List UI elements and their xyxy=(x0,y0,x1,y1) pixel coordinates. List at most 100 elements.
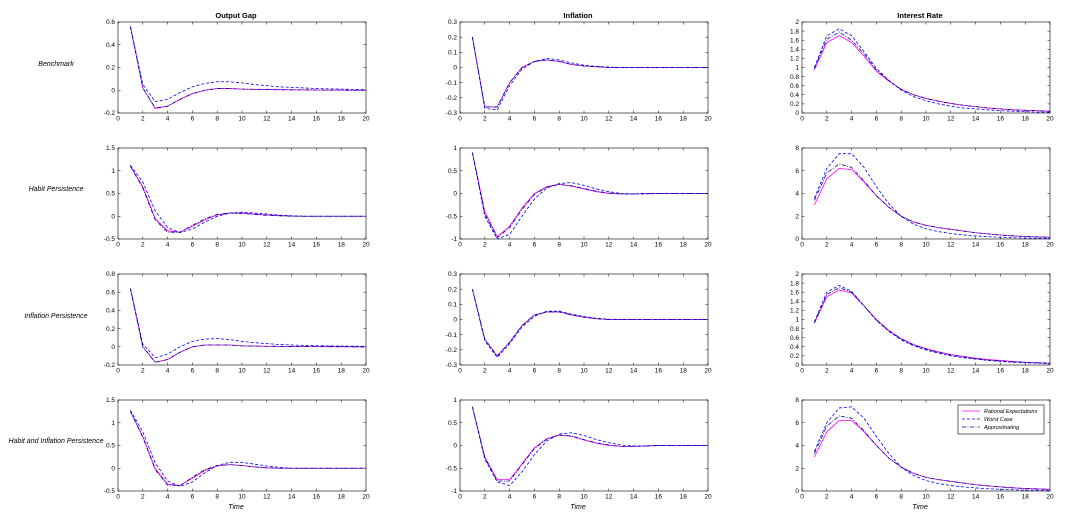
y-tick-label: 0 xyxy=(111,213,115,220)
x-tick-label: 14 xyxy=(972,116,980,123)
x-axis-label-col3: Time xyxy=(912,504,928,511)
x-tick-label: 20 xyxy=(704,368,712,375)
series-line-approximating xyxy=(814,163,1051,238)
x-tick-label: 10 xyxy=(922,494,930,501)
x-tick-label: 0 xyxy=(458,242,462,249)
x-tick-label: 8 xyxy=(557,116,561,123)
y-tick-label: -0.2 xyxy=(104,110,116,117)
x-tick-label: 16 xyxy=(997,116,1005,123)
series-line-worst-case xyxy=(472,152,708,240)
y-tick-label: 0.2 xyxy=(106,65,115,72)
x-tick-label: 6 xyxy=(191,242,195,249)
y-tick-label: -0.5 xyxy=(446,213,458,220)
x-tick-label: 14 xyxy=(630,494,638,501)
x-tick-label: 12 xyxy=(947,116,955,123)
x-tick-label: 0 xyxy=(116,368,120,375)
y-tick-label: 0.2 xyxy=(790,101,799,108)
x-tick-label: 6 xyxy=(533,116,537,123)
y-tick-label: 2 xyxy=(795,19,799,26)
y-tick-label: 0 xyxy=(111,87,115,94)
y-tick-label: 1.2 xyxy=(790,308,799,315)
x-tick-label: 6 xyxy=(191,494,195,501)
x-tick-label: 4 xyxy=(508,494,512,501)
y-tick-label: 0 xyxy=(795,362,799,369)
x-tick-label: 8 xyxy=(215,242,219,249)
y-tick-label: 0 xyxy=(453,317,457,324)
x-tick-label: 14 xyxy=(630,242,638,249)
legend: Rational Expectations Worst Case Approxi… xyxy=(957,404,1045,435)
panel-r4-output-gap: 0 2 4 6 8 10 12 14 16 18 20-0.500.511.5 xyxy=(104,397,370,500)
x-tick-label: 10 xyxy=(922,116,930,123)
plot-area xyxy=(117,21,367,114)
x-tick-label: 10 xyxy=(580,242,588,249)
y-tick-label: 0.4 xyxy=(790,92,799,99)
x-tick-label: 0 xyxy=(458,494,462,501)
legend-label-worst-case: Worst Case xyxy=(984,417,1013,423)
x-tick-label: 4 xyxy=(166,242,170,249)
x-axis-label-col2: Time xyxy=(570,504,586,511)
y-tick-label: 0.2 xyxy=(448,286,457,293)
y-tick-label: 0 xyxy=(453,191,457,198)
y-tick-label: 0.2 xyxy=(106,326,115,333)
col-title-inflation: Inflation xyxy=(563,11,593,20)
x-tick-label: 16 xyxy=(313,242,321,249)
y-tick-label: 1 xyxy=(111,168,115,175)
x-tick-label: 2 xyxy=(483,116,487,123)
y-tick-label: -0.3 xyxy=(446,110,458,117)
x-tick-label: 18 xyxy=(338,242,346,249)
series-line-worst-case xyxy=(814,28,1050,113)
x-tick-label: 0 xyxy=(458,368,462,375)
series-line-worst-case xyxy=(130,410,366,487)
row-label-habit-persistence: Habit Persistence xyxy=(29,186,84,193)
row-label-habit-and-inflation-persistence: Habit and Inflation Persistence xyxy=(9,438,104,445)
x-tick-label: 6 xyxy=(533,242,537,249)
series-line-approximating xyxy=(472,406,708,482)
panel-r3-inflation: 0 2 4 6 8 10 12 14 16 18 20 -0.3 -0.2 -0.1 0 0.1 0.2 0.3 xyxy=(446,271,712,374)
x-tick-label: 20 xyxy=(1046,494,1054,501)
y-tick-label: 2 xyxy=(795,213,799,220)
x-tick-label: 4 xyxy=(850,368,854,375)
x-tick-label: 10 xyxy=(922,368,930,375)
series-line-approximating xyxy=(472,289,708,357)
series-line-approximating xyxy=(130,288,366,363)
series-line-worst-case xyxy=(472,37,708,111)
x-tick-label: 0 xyxy=(116,494,120,501)
y-tick-label: 0 xyxy=(111,344,115,351)
x-tick-label: 0 xyxy=(800,494,804,501)
y-tick-label: 0 xyxy=(111,465,115,472)
x-tick-label: 4 xyxy=(850,116,854,123)
y-tick-label: -0.3 xyxy=(446,362,458,369)
x-tick-label: 12 xyxy=(605,116,613,123)
y-tick-label: 1.4 xyxy=(790,299,799,306)
x-tick-label: 10 xyxy=(580,368,588,375)
col-title-interest-rate: Interest Rate xyxy=(897,11,942,20)
series-line-approximating xyxy=(472,37,708,108)
x-axis-label-col1: Time xyxy=(228,504,244,511)
y-tick-label: -0.2 xyxy=(446,95,458,102)
x-tick-label: 20 xyxy=(1046,116,1054,123)
y-tick-label: 0 xyxy=(453,65,457,72)
x-tick-label: 2 xyxy=(825,494,829,501)
x-tick-label: 8 xyxy=(215,494,219,501)
x-tick-label: 16 xyxy=(313,116,321,123)
x-tick-label: 12 xyxy=(263,116,271,123)
x-tick-label: 4 xyxy=(508,242,512,249)
x-tick-label: 8 xyxy=(899,242,903,249)
x-tick-label: 8 xyxy=(215,116,219,123)
panel-r2-output-gap: 0 2 4 6 8 10 12 14 16 18 20-0.500.511.5 xyxy=(104,145,370,248)
series-line-worst-case xyxy=(814,406,1051,491)
y-tick-label: 1.4 xyxy=(790,47,799,54)
col-title-output-gap: Output Gap xyxy=(215,11,257,20)
y-tick-label: 0.2 xyxy=(790,353,799,360)
x-tick-label: 14 xyxy=(288,116,296,123)
x-tick-label: 6 xyxy=(191,116,195,123)
y-tick-label: 0.1 xyxy=(448,50,457,57)
y-tick-label: 0.5 xyxy=(106,191,115,198)
y-tick-label: 8 xyxy=(795,397,799,404)
x-tick-label: 18 xyxy=(680,368,688,375)
x-tick-label: 18 xyxy=(338,116,346,123)
y-tick-label: 1 xyxy=(453,145,457,152)
x-tick-label: 18 xyxy=(680,116,688,123)
x-tick-label: 6 xyxy=(191,368,195,375)
